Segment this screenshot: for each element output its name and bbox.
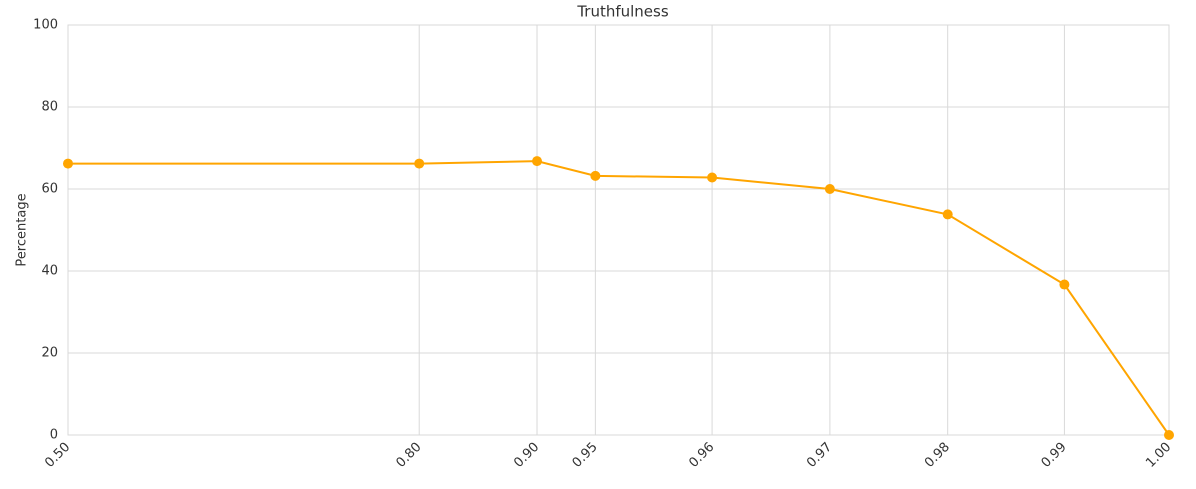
data-point bbox=[414, 158, 425, 169]
x-tick-label: 0.99 bbox=[1039, 440, 1070, 471]
x-tick-label: 1.00 bbox=[1143, 440, 1174, 471]
x-tick-label: 0.50 bbox=[42, 440, 73, 471]
x-tick-label: 0.96 bbox=[686, 440, 717, 471]
y-tick-label: 20 bbox=[41, 346, 58, 361]
x-tick-label: 0.90 bbox=[511, 440, 542, 471]
data-point bbox=[532, 156, 543, 167]
y-tick-label: 0 bbox=[50, 428, 58, 443]
y-tick-label: 60 bbox=[41, 182, 58, 197]
x-tick-label: 0.98 bbox=[922, 440, 953, 471]
y-tick-label: 80 bbox=[41, 100, 58, 115]
y-tick-label: 40 bbox=[41, 264, 58, 279]
x-tick-label: 0.80 bbox=[393, 440, 424, 471]
data-line bbox=[68, 160, 1170, 436]
plot-frame bbox=[67, 24, 1170, 436]
data-point bbox=[707, 172, 718, 183]
data-point bbox=[942, 209, 953, 220]
data-point bbox=[63, 158, 73, 169]
x-tick-label: 0.95 bbox=[570, 440, 601, 471]
chart-title: Truthfulness bbox=[576, 3, 669, 21]
data-point bbox=[590, 170, 601, 181]
y-tick-label: 100 bbox=[33, 18, 58, 33]
y-axis-label: Percentage bbox=[15, 193, 30, 266]
x-tick-label: 0.97 bbox=[804, 440, 835, 471]
data-point bbox=[1059, 279, 1070, 290]
data-point bbox=[824, 184, 835, 194]
data-point bbox=[1164, 430, 1174, 440]
